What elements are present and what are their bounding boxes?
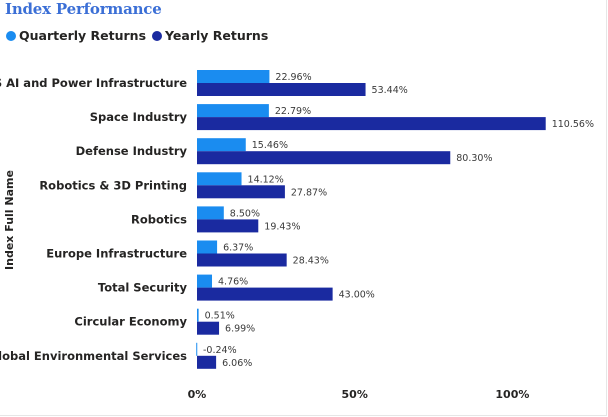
y-axis-title: Index Full Name: [3, 170, 16, 270]
quarterly-bar[interactable]: [197, 172, 242, 186]
yearly-data-label: 110.56%: [552, 119, 594, 130]
legend-label-yearly: Yearly Returns: [165, 28, 269, 43]
yearly-bar[interactable]: [197, 185, 285, 199]
yearly-bar[interactable]: [197, 253, 287, 267]
category-label: Europe Infrastructure: [46, 247, 187, 261]
legend-marker-yearly: [152, 30, 163, 41]
category-label: Total Security: [98, 281, 188, 295]
quarterly-bar[interactable]: [197, 240, 218, 254]
quarterly-bar[interactable]: [197, 70, 270, 83]
yearly-bar[interactable]: [197, 117, 546, 131]
quarterly-data-label: 14.12%: [248, 174, 284, 185]
yearly-data-label: 6.06%: [222, 358, 252, 369]
yearly-data-label: 43.00%: [339, 290, 375, 301]
yearly-data-label: 6.99%: [225, 324, 255, 335]
category-label: Robotics & 3D Printing: [39, 178, 187, 192]
x-tick-label: 50%: [342, 388, 368, 401]
quarterly-bar[interactable]: [197, 206, 224, 220]
category-label: Global Environmental Services: [0, 349, 187, 363]
quarterly-data-label: 22.79%: [275, 106, 311, 117]
category-label: US AI and Power Infrastructure: [0, 76, 187, 90]
quarterly-bar[interactable]: [197, 308, 199, 322]
yearly-data-label: 28.43%: [293, 256, 329, 267]
chart-legend: Quarterly Returns Yearly Returns: [6, 28, 274, 43]
legend-label-quarterly: Quarterly Returns: [19, 28, 147, 43]
yearly-bar[interactable]: [197, 355, 217, 369]
x-tick-label: 0%: [188, 388, 207, 401]
yearly-data-label: 80.30%: [456, 153, 492, 164]
yearly-bar[interactable]: [197, 287, 333, 301]
chart-title: Index Performance: [5, 0, 162, 18]
x-tick-label: 100%: [495, 388, 529, 401]
category-label: Robotics: [131, 212, 187, 226]
yearly-bar[interactable]: [197, 219, 259, 233]
yearly-bar[interactable]: [197, 321, 220, 335]
category-label: Defense Industry: [76, 144, 188, 158]
quarterly-bar[interactable]: [197, 138, 246, 152]
category-label: Space Industry: [90, 110, 188, 124]
quarterly-bar[interactable]: [197, 104, 269, 118]
quarterly-bar[interactable]: [197, 274, 213, 288]
quarterly-data-label: -0.24%: [203, 345, 237, 356]
quarterly-bar[interactable]: [196, 342, 198, 356]
category-label: Circular Economy: [74, 315, 187, 329]
quarterly-data-label: 4.76%: [218, 277, 248, 288]
legend-item-quarterly[interactable]: Quarterly Returns: [6, 28, 146, 43]
yearly-bar[interactable]: [197, 83, 366, 96]
legend-marker-quarterly: [6, 30, 16, 41]
quarterly-data-label: 6.37%: [223, 243, 253, 254]
quarterly-data-label: 22.96%: [275, 72, 311, 83]
quarterly-data-label: 8.50%: [230, 208, 260, 219]
yearly-data-label: 27.87%: [291, 187, 327, 198]
yearly-data-label: 19.43%: [264, 221, 300, 232]
yearly-data-label: 53.44%: [372, 85, 408, 96]
quarterly-data-label: 0.51%: [205, 311, 235, 322]
yearly-bar[interactable]: [197, 151, 451, 165]
quarterly-data-label: 15.46%: [252, 140, 288, 151]
legend-item-yearly[interactable]: Yearly Returns: [152, 28, 268, 43]
